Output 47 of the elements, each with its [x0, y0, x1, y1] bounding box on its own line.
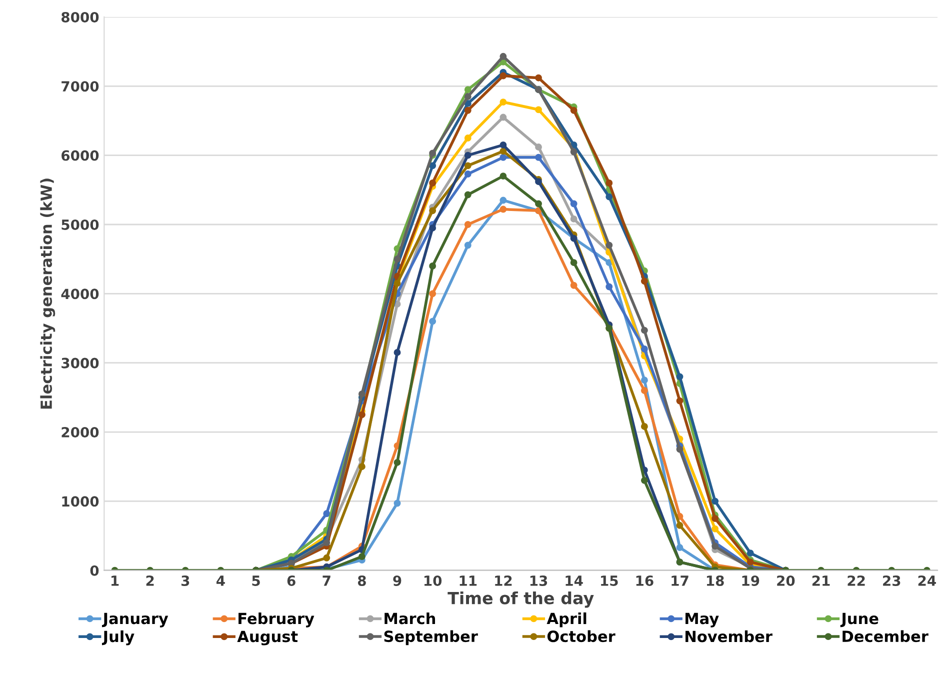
y-tick-label: 5000	[62, 219, 99, 230]
x-tick-label: 18	[706, 575, 724, 586]
x-tick-label: 7	[322, 576, 330, 586]
x-tick-label: 15	[601, 576, 618, 586]
y-tick-label: 6000	[62, 150, 99, 161]
y-tick-label: 7000	[62, 81, 99, 92]
legend-label: November	[686, 630, 772, 642]
y-tick-label: 2000	[62, 426, 99, 438]
y-tick-label: 8000	[62, 12, 99, 22]
legend-label: January	[102, 612, 168, 628]
x-tick-label: 9	[393, 575, 402, 586]
x-tick-label: 10	[424, 575, 442, 586]
legend-label: May	[686, 612, 719, 628]
x-tick-label: 13	[530, 575, 548, 586]
x-axis-title: Time of the day	[448, 591, 594, 608]
x-tick-label: 14	[566, 576, 583, 586]
x-tick-label: 17	[672, 576, 688, 586]
x-tick-label: 22	[848, 575, 865, 586]
x-tick-label: 2	[146, 575, 154, 586]
legend-label: February	[238, 612, 314, 628]
x-tick-label: 23	[883, 575, 900, 586]
y-tick-label: 3000	[62, 358, 99, 368]
legend-label: April	[546, 612, 586, 628]
legend-label: September	[384, 630, 478, 646]
x-tick-label: 5	[252, 576, 260, 586]
legend-label: August	[237, 630, 298, 646]
y-tick-label: 4000	[61, 288, 99, 300]
x-tick-label: 20	[777, 575, 795, 586]
x-tick-label: 16	[636, 575, 654, 586]
x-tick-label: 19	[742, 575, 760, 586]
x-tick-label: 4	[216, 576, 225, 586]
x-tick-label: 12	[495, 575, 512, 586]
y-tick-label: 0	[90, 565, 99, 576]
legend-label: October	[547, 630, 616, 642]
x-tick-label: 21	[812, 575, 830, 586]
x-tick-label: 3	[181, 575, 190, 586]
x-tick-label: 1	[112, 576, 119, 586]
x-tick-label: 6	[287, 575, 296, 586]
y-tick-label: 1000	[62, 496, 99, 507]
legend-label: July	[102, 630, 134, 646]
x-tick-label: 11	[460, 576, 477, 586]
legend-label: March	[384, 612, 436, 624]
y-axis-title: Electricity generation (kW)	[40, 178, 56, 409]
x-tick-label: 24	[918, 575, 936, 586]
legend-label: December	[842, 630, 928, 642]
x-tick-label: 8	[358, 575, 366, 586]
legend-label: June	[840, 612, 878, 628]
